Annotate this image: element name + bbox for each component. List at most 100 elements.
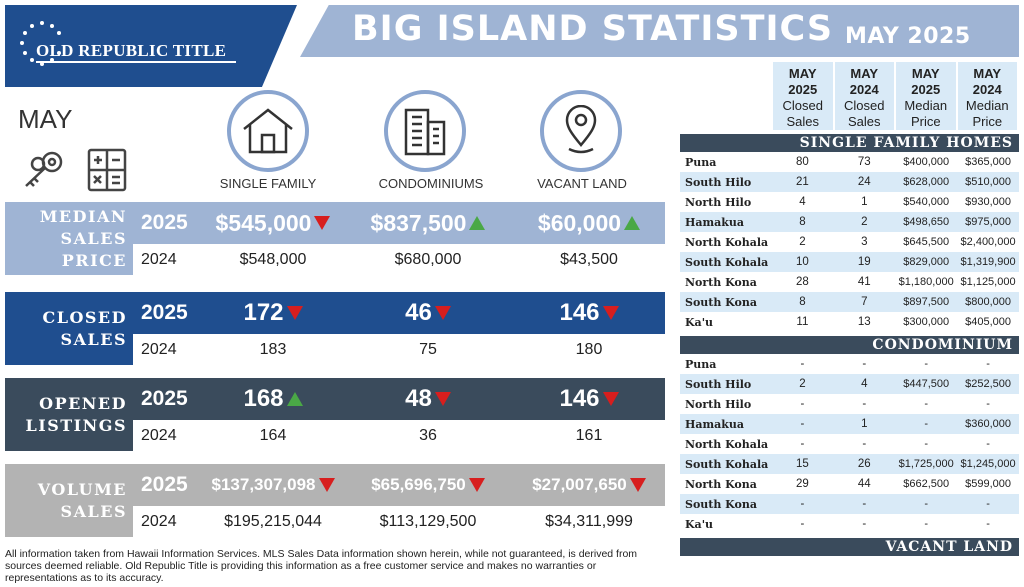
prior-vacant-land: $43,500 xyxy=(560,250,618,268)
stat-prior-row: 2024 183 75 180 xyxy=(133,334,665,365)
stat-prior-row: 2024 $548,000 $680,000 $43,500 xyxy=(133,244,665,275)
value-single-family: $545,000 xyxy=(203,210,343,237)
area-stats-table: MAY 2025 Closed Sales MAY 2024 Closed Sales MA… xyxy=(680,62,1019,556)
value-condominiums: $837,500 xyxy=(343,210,513,237)
area-name: Hamakua xyxy=(685,417,745,431)
table-cell: 29 xyxy=(796,478,809,490)
table-cell: $645,500 xyxy=(903,236,950,248)
category-label-single-family: SINGLE FAMILY xyxy=(219,176,317,191)
trend-down-icon xyxy=(602,392,619,406)
table-cell: $897,500 xyxy=(903,296,950,308)
value-single-family: 172 xyxy=(203,299,343,327)
table-cell: 73 xyxy=(857,156,871,168)
location-pin-icon xyxy=(565,105,597,154)
table-cell: 4 xyxy=(861,378,868,390)
table-cell: 1 xyxy=(861,196,868,208)
area-name: South Kohala xyxy=(685,457,769,471)
table-cell: - xyxy=(986,498,990,510)
trend-down-icon xyxy=(602,306,619,320)
table-cell: 8 xyxy=(799,296,806,308)
table-cell: 8 xyxy=(799,216,806,228)
year-current: 2025 xyxy=(141,301,188,324)
table-cell: 2 xyxy=(861,216,868,228)
table-cell: - xyxy=(800,398,805,410)
table-row: Puna 80 73 $400,000 $365,000 xyxy=(680,152,1019,172)
logo-text: OLD REPUBLIC TITLE xyxy=(36,41,227,60)
table-cell: $930,000 xyxy=(965,196,1012,208)
prior-single-family: 164 xyxy=(259,426,287,444)
page-title: BIG ISLAND STATISTICS xyxy=(352,9,834,49)
value-condominiums: 48 xyxy=(343,385,513,413)
value-vacant-land: $27,007,650 xyxy=(513,475,665,495)
year-current: 2025 xyxy=(141,387,188,410)
value-single-family: 168 xyxy=(203,385,343,413)
area-name: North Kohala xyxy=(685,235,769,249)
area-name: North Kona xyxy=(685,477,757,491)
table-cell: $1,319,900 xyxy=(960,256,1016,268)
stat-label: MEDIAN SALES PRICE xyxy=(5,202,133,275)
table-cell: $540,000 xyxy=(903,196,950,208)
prior-single-family: $548,000 xyxy=(239,250,307,268)
table-cell: $300,000 xyxy=(903,316,950,328)
table-cell: $800,000 xyxy=(965,296,1012,308)
area-name: Ka'u xyxy=(685,315,714,329)
value-single-family: $137,307,098 xyxy=(203,475,343,495)
table-cell: 13 xyxy=(857,316,871,328)
table-cell: $1,245,000 xyxy=(960,458,1016,470)
house-icon xyxy=(243,108,293,154)
condominium-icon-circle xyxy=(384,90,466,172)
area-name: South Hilo xyxy=(685,377,752,391)
value-condominiums: 46 xyxy=(343,299,513,327)
year-prior: 2024 xyxy=(141,426,177,444)
prior-vacant-land: $34,311,999 xyxy=(545,512,633,530)
value-vacant-land: $60,000 xyxy=(513,210,665,237)
prior-condominiums: $680,000 xyxy=(394,250,462,268)
trend-down-icon xyxy=(434,392,451,406)
table-row: Ka'u - - - - xyxy=(680,514,1019,534)
stat-prior-row: 2024 164 36 161 xyxy=(133,420,665,451)
table-row: South Kona 8 7 $897,500 $800,000 xyxy=(680,292,1019,312)
trend-up-icon xyxy=(469,216,486,230)
table-cell: - xyxy=(924,418,929,430)
table-row: North Kohala - - - - xyxy=(680,434,1019,454)
header-median-2025: MAY 2025 Median Price xyxy=(896,62,956,130)
year-prior: 2024 xyxy=(141,340,177,358)
table-row: South Kohala 15 26 $1,725,000 $1,245,000 xyxy=(680,454,1019,474)
year-current: 2025 xyxy=(141,473,188,496)
title-band xyxy=(300,5,1019,57)
table-cell: - xyxy=(924,358,929,370)
table-row: South Kohala 10 19 $829,000 $1,319,900 xyxy=(680,252,1019,272)
table-row: Hamakua 8 2 $498,650 $975,000 xyxy=(680,212,1019,232)
table-cell: 24 xyxy=(857,176,871,188)
area-name: North Hilo xyxy=(685,195,752,209)
table-cell: 19 xyxy=(857,256,871,268)
table-row: Hamakua - 1 - $360,000 xyxy=(680,414,1019,434)
table-row: North Kona 28 41 $1,180,000 $1,125,000 xyxy=(680,272,1019,292)
table-cell: - xyxy=(800,418,805,430)
stat-prior-row: 2024 $195,215,044 $113,129,500 $34,311,9… xyxy=(133,506,665,537)
table-cell: $2,400,000 xyxy=(960,236,1016,248)
table-cell: $599,000 xyxy=(965,478,1012,490)
table-cell: - xyxy=(924,438,929,450)
header-closed-2025: MAY 2025 Closed Sales xyxy=(773,62,833,130)
table-cell: $447,500 xyxy=(903,378,950,390)
table-cell: $1,125,000 xyxy=(960,276,1016,288)
logo-underline xyxy=(36,61,236,63)
trend-up-icon xyxy=(624,216,641,230)
table-cell: - xyxy=(862,398,867,410)
table-cell: $360,000 xyxy=(965,418,1012,430)
category-label-vacant-land: VACANT LAND xyxy=(537,176,627,191)
table-cell: $975,000 xyxy=(965,216,1012,228)
year-prior: 2024 xyxy=(141,250,177,268)
stat-label: CLOSED SALES xyxy=(5,292,133,365)
prior-vacant-land: 161 xyxy=(575,426,603,444)
stat-label: OPENED LISTINGS xyxy=(5,378,133,451)
table-cell: - xyxy=(800,498,805,510)
table-cell: $400,000 xyxy=(903,156,950,168)
table-cell: 1 xyxy=(861,418,868,430)
area-name: Puna xyxy=(685,155,717,169)
stat-current-row: 2025 $545,000 $837,500 $60,000 xyxy=(133,202,665,244)
table-cell: - xyxy=(800,358,805,370)
year-current: 2025 xyxy=(141,211,188,234)
table-cell: 28 xyxy=(796,276,809,288)
